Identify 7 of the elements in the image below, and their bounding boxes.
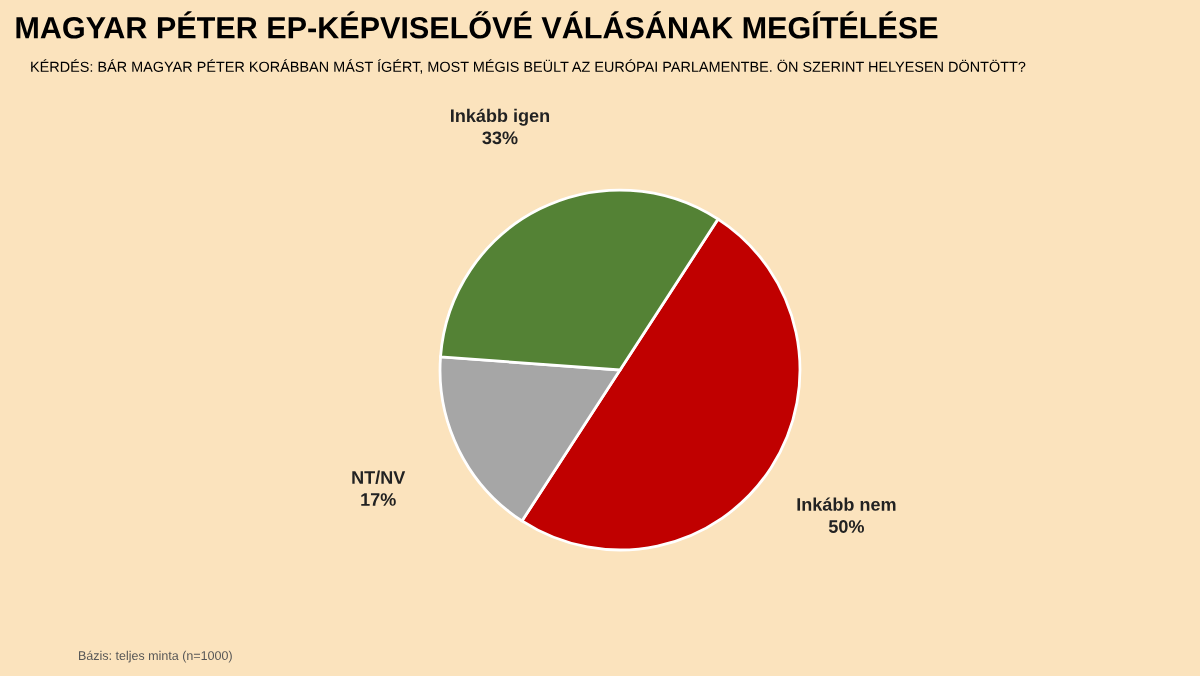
slice-label: Inkább igen <box>451 108 550 126</box>
data-label: 17% <box>361 493 396 506</box>
slice-label: NT/NV <box>352 470 406 485</box>
data-label: 33% <box>482 131 518 145</box>
slice-label: Inkább nem <box>797 497 896 511</box>
data-label: 50% <box>828 520 864 533</box>
chart-title: MAGYAR PÉTER EP-KÉPVISELŐVÉ VÁLÁSÁNAK MEGÍTÉLÉSE <box>16 11 938 39</box>
